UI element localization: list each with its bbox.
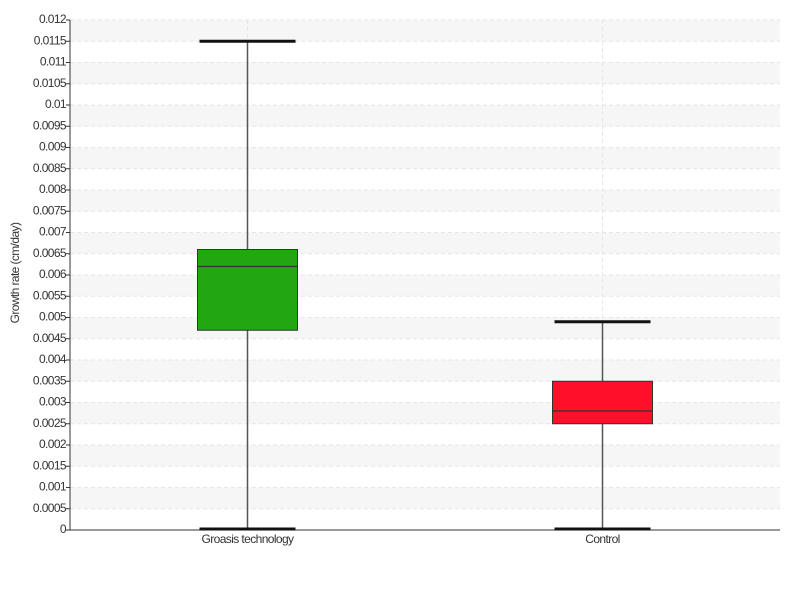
y-tick-label: 0.0025 (33, 416, 67, 430)
y-axis-label: Growth rate (cm/day) (8, 222, 22, 323)
y-tick-label: 0.0105 (33, 76, 67, 90)
y-tick-label: 0.011 (40, 55, 67, 69)
y-tick-label: 0 (60, 522, 67, 536)
grid-band (70, 62, 780, 84)
y-tick-label: 0.0085 (33, 161, 67, 175)
grid-band (70, 445, 780, 467)
grid-band (70, 275, 780, 297)
y-tick-label: 0.009 (39, 140, 67, 154)
y-tick-label: 0.007 (39, 225, 67, 239)
grid-band (70, 360, 780, 382)
box (552, 380, 653, 425)
box (197, 249, 298, 331)
y-tick-label: 0.0065 (33, 246, 67, 260)
y-tick-label: 0.006 (39, 267, 67, 281)
grid-band (70, 317, 780, 339)
y-tick-label: 0.008 (39, 182, 67, 196)
grid-band (70, 402, 780, 424)
grid-band (70, 190, 780, 212)
grid-band (70, 20, 780, 42)
y-tick-label: 0.0095 (33, 118, 67, 132)
y-tick-label: 0.005 (39, 310, 67, 324)
x-tick-label: Groasis technology (202, 532, 295, 546)
y-tick-label: 0.001 (39, 480, 67, 494)
grid-band (70, 232, 780, 254)
y-tick-label: 0.0075 (33, 203, 67, 217)
grid-band (70, 105, 780, 127)
y-tick-label: 0.002 (39, 437, 67, 451)
x-tick-label: Control (585, 532, 619, 546)
y-tick-label: 0.0115 (34, 33, 67, 47)
y-tick-label: 0.0015 (33, 458, 67, 472)
y-tick-label: 0.004 (39, 352, 67, 366)
y-tick-label: 0.0035 (33, 373, 67, 387)
y-tick-label: 0.012 (39, 12, 67, 26)
grid-band (70, 147, 780, 169)
y-tick-label: 0.0055 (33, 288, 67, 302)
y-tick-label: 0.0005 (33, 501, 67, 515)
y-tick-label: 0.01 (45, 97, 67, 111)
grid-band (70, 487, 780, 509)
y-tick-label: 0.003 (39, 395, 67, 409)
y-tick-label: 0.0045 (33, 331, 67, 345)
